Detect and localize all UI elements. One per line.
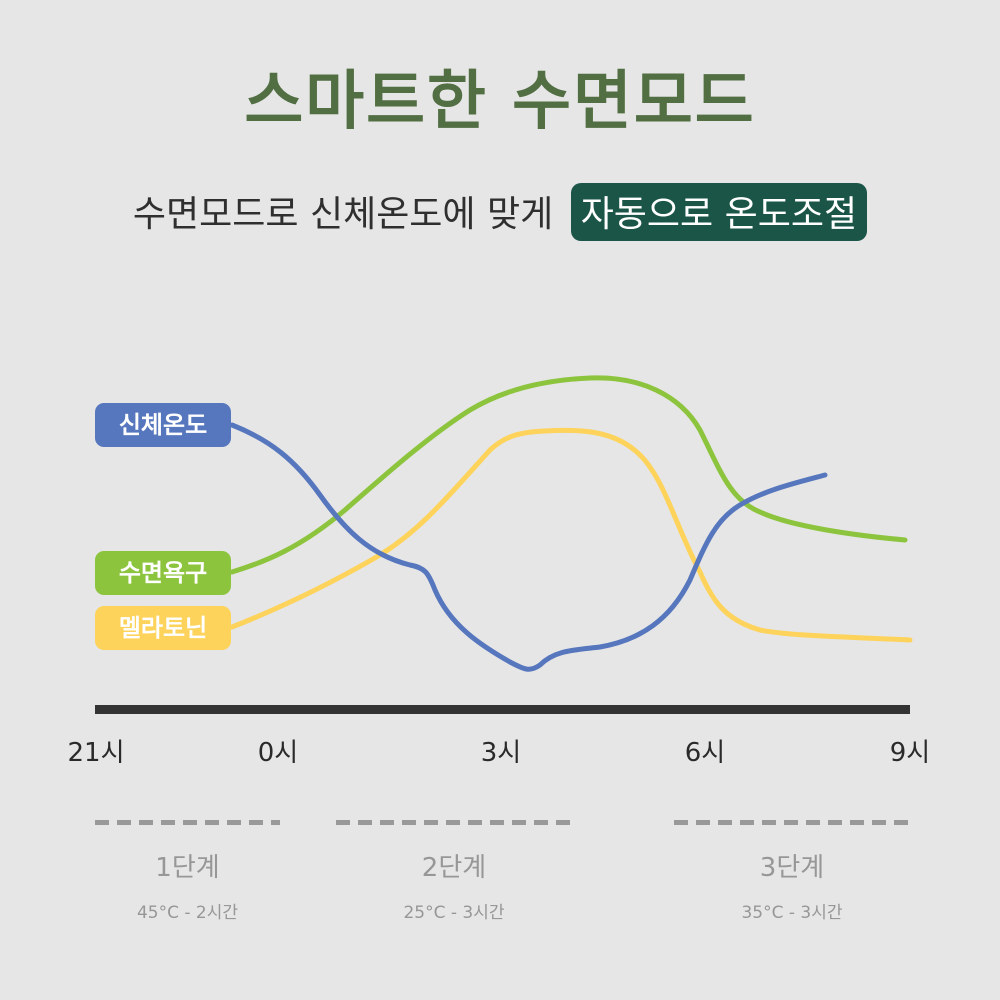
page-title: 스마트한 수면모드 bbox=[244, 65, 756, 139]
tick-0: 0시 bbox=[257, 738, 299, 768]
stage-3-desc: 35°C - 3시간 bbox=[741, 903, 843, 923]
stage-2-desc: 25°C - 3시간 bbox=[403, 903, 505, 923]
tick-9: 9시 bbox=[889, 738, 931, 768]
stage-3: 3단계 35°C - 3시간 bbox=[674, 820, 910, 923]
series-sleep-drive-line bbox=[229, 375, 908, 575]
tick-3: 3시 bbox=[480, 738, 522, 768]
subtitle-text: 수면모드로 신체온도에 맞게 bbox=[132, 194, 554, 235]
stage-3-dashed-line bbox=[674, 820, 910, 825]
tick-6: 6시 bbox=[684, 738, 726, 768]
series-body-temp-line bbox=[229, 422, 828, 672]
stage-2-name: 2단계 bbox=[421, 853, 487, 883]
stage-1-name: 1단계 bbox=[155, 853, 220, 883]
stage-1-dashed-line bbox=[95, 820, 280, 825]
time-axis bbox=[95, 705, 910, 714]
stage-1-desc: 45°C - 2시간 bbox=[136, 903, 239, 923]
legend-tag-body-temp: 신체온도 bbox=[95, 403, 231, 447]
subtitle-highlight-badge: 자동으로 온도조절 bbox=[570, 183, 868, 241]
stage-1: 1단계 45°C - 2시간 bbox=[95, 820, 280, 923]
stage-3-name: 3단계 bbox=[759, 853, 825, 883]
stage-2-dashed-line bbox=[336, 820, 572, 825]
legend-tag-sleep-drive: 수면욕구 bbox=[95, 551, 231, 595]
series-melatonin-line bbox=[229, 427, 913, 643]
legend-tag-melatonin: 멜라토닌 bbox=[95, 606, 231, 650]
tick-21: 21시 bbox=[67, 738, 125, 768]
subtitle: 수면모드로 신체온도에 맞게 자동으로 온도조절 bbox=[0, 183, 1000, 241]
stage-2: 2단계 25°C - 3시간 bbox=[336, 820, 572, 923]
